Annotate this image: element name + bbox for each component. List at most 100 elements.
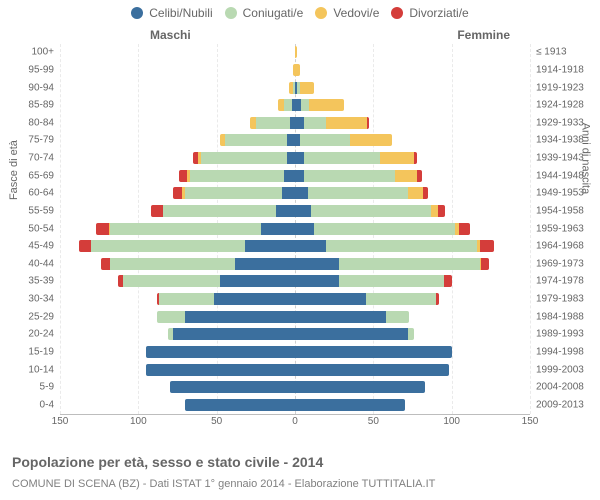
male-bar xyxy=(185,399,295,411)
age-band-label: 70-74 xyxy=(28,153,54,164)
birth-year-label: 1954-1958 xyxy=(536,205,584,216)
age-band-row: 75-791934-1938 xyxy=(60,132,530,150)
age-band-row: 100+≤ 1913 xyxy=(60,44,530,62)
gridline xyxy=(530,44,531,414)
age-band-row: 45-491964-1968 xyxy=(60,238,530,256)
male-bar xyxy=(157,311,295,323)
bar-segment xyxy=(408,187,424,199)
bar-segment xyxy=(295,311,386,323)
age-band-row: 95-991914-1918 xyxy=(60,62,530,80)
bar-segment xyxy=(386,311,410,323)
bar-segment xyxy=(326,117,367,129)
bar-segment xyxy=(308,187,408,199)
male-bar xyxy=(250,117,295,129)
bar-segment xyxy=(190,170,284,182)
legend-label: Celibi/Nubili xyxy=(149,6,212,20)
age-band-label: 5-9 xyxy=(40,382,54,393)
bar-segment xyxy=(185,311,295,323)
bar-segment xyxy=(287,152,295,164)
birth-year-label: 2009-2013 xyxy=(536,399,584,410)
female-bar xyxy=(295,293,439,305)
bar-segment xyxy=(304,117,326,129)
bar-segment xyxy=(481,258,489,270)
bar-segment xyxy=(157,311,185,323)
legend-swatch xyxy=(391,7,403,19)
age-band-row: 90-941919-1923 xyxy=(60,79,530,97)
bar-segment xyxy=(309,99,343,111)
age-band-row: 30-341979-1983 xyxy=(60,291,530,309)
male-bar xyxy=(179,170,295,182)
chart-title: Popolazione per età, sesso e stato civil… xyxy=(12,454,588,472)
bar-segment xyxy=(295,275,339,287)
age-band-row: 15-191994-1998 xyxy=(60,344,530,362)
bar-segment xyxy=(295,328,408,340)
bar-segment xyxy=(304,152,379,164)
bar-segment xyxy=(295,46,297,58)
bar-segment xyxy=(350,134,392,146)
bar-segment xyxy=(91,240,245,252)
legend-item-widowed: Vedovi/e xyxy=(315,6,379,20)
female-bar xyxy=(295,117,369,129)
bar-segment xyxy=(225,134,288,146)
bar-segment xyxy=(220,275,295,287)
bar-segment xyxy=(436,293,439,305)
bar-segment xyxy=(287,134,295,146)
bar-segment xyxy=(295,223,314,235)
age-band-row: 85-891924-1928 xyxy=(60,97,530,115)
bar-segment xyxy=(414,152,417,164)
bar-segment xyxy=(295,258,339,270)
bar-segment xyxy=(170,381,295,393)
female-bar xyxy=(295,275,452,287)
female-bar xyxy=(295,152,417,164)
bar-segment xyxy=(300,82,314,94)
bar-segment xyxy=(295,399,405,411)
birth-year-label: 2004-2008 xyxy=(536,382,584,393)
legend-label: Divorziati/e xyxy=(409,6,468,20)
age-band-row: 5-92004-2008 xyxy=(60,379,530,397)
birth-year-label: 1979-1983 xyxy=(536,294,584,305)
x-tick-label: 50 xyxy=(368,416,379,427)
bar-segment xyxy=(304,170,395,182)
birth-year-label: 1974-1978 xyxy=(536,276,584,287)
legend-label: Vedovi/e xyxy=(333,6,379,20)
bar-segment xyxy=(173,187,182,199)
birth-year-label: 1939-1943 xyxy=(536,153,584,164)
male-bar xyxy=(96,223,295,235)
age-band-label: 20-24 xyxy=(28,329,54,340)
birth-year-label: 1984-1988 xyxy=(536,311,584,322)
age-band-row: 10-141999-2003 xyxy=(60,361,530,379)
bar-segment xyxy=(295,205,311,217)
male-bar xyxy=(151,205,295,217)
age-band-label: 95-99 xyxy=(28,64,54,75)
bar-segment xyxy=(163,205,276,217)
age-band-label: 10-14 xyxy=(28,364,54,375)
birth-year-label: 1934-1938 xyxy=(536,135,584,146)
age-band-row: 55-591954-1958 xyxy=(60,203,530,221)
male-bar xyxy=(118,275,295,287)
age-band-label: 65-69 xyxy=(28,170,54,181)
x-tick-label: 0 xyxy=(292,416,298,427)
age-band-label: 40-44 xyxy=(28,258,54,269)
birth-year-label: 1969-1973 xyxy=(536,258,584,269)
bar-segment xyxy=(295,64,300,76)
bar-segment xyxy=(423,187,428,199)
bar-segment xyxy=(314,223,455,235)
age-band-row: 25-291984-1988 xyxy=(60,308,530,326)
legend-label: Coniugati/e xyxy=(243,6,304,20)
bar-segment xyxy=(300,134,350,146)
bar-segment xyxy=(185,187,282,199)
female-bar xyxy=(295,170,422,182)
age-band-row: 80-841929-1933 xyxy=(60,115,530,133)
bar-segment xyxy=(380,152,414,164)
age-band-label: 80-84 xyxy=(28,117,54,128)
male-bar xyxy=(170,381,295,393)
legend-item-divorced: Divorziati/e xyxy=(391,6,468,20)
female-bar xyxy=(295,205,445,217)
bar-segment xyxy=(295,187,308,199)
age-band-label: 75-79 xyxy=(28,135,54,146)
age-band-label: 25-29 xyxy=(28,311,54,322)
age-band-label: 60-64 xyxy=(28,188,54,199)
age-band-label: 30-34 xyxy=(28,294,54,305)
bar-segment xyxy=(459,223,470,235)
bar-segment xyxy=(438,205,446,217)
